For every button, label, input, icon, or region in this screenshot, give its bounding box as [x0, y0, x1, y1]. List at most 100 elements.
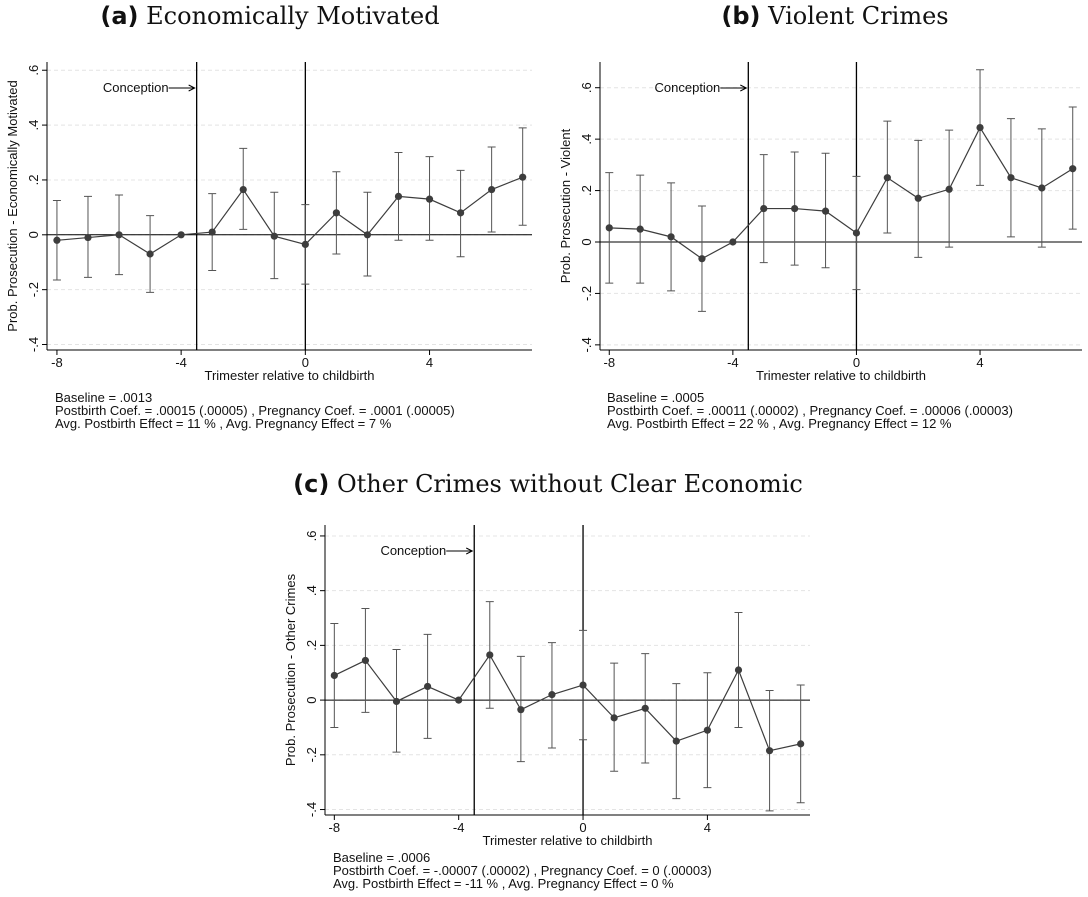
point [976, 123, 984, 132]
point [852, 229, 861, 237]
y-tick-label: 0 [579, 238, 594, 245]
series-line [609, 126, 1074, 260]
point [330, 671, 338, 680]
point [177, 231, 185, 239]
point [1038, 184, 1046, 192]
y-tick-label: -.4 [26, 337, 41, 352]
title-text: Violent Crimes [767, 2, 948, 30]
point [760, 204, 768, 213]
panel-label: (c) [293, 470, 329, 498]
point [914, 194, 922, 202]
point [270, 232, 278, 240]
point [605, 224, 613, 232]
point [425, 195, 434, 203]
y-tick-label: 0 [26, 231, 41, 238]
point [667, 233, 675, 241]
point [703, 726, 712, 734]
point [517, 706, 525, 714]
point [146, 250, 154, 258]
point [821, 207, 830, 215]
y-tick-label: .4 [26, 120, 41, 131]
point [672, 737, 680, 745]
y-axis-label: Prob. Prosecution - Violent [558, 128, 573, 283]
y-tick-label: -.2 [26, 282, 41, 297]
note: Avg. Postbirth Effect = -11 % , Avg. Pre… [333, 876, 674, 891]
x-tick-label: -8 [51, 355, 63, 370]
x-tick-label: 4 [976, 355, 983, 370]
point [486, 651, 494, 659]
point [115, 231, 123, 239]
x-tick-label: -4 [727, 355, 739, 370]
y-tick-label: -.2 [579, 286, 594, 301]
y-tick-label: .2 [304, 640, 319, 651]
point [361, 656, 370, 665]
point [456, 209, 465, 217]
x-tick-label: -8 [329, 820, 341, 835]
point [791, 204, 799, 213]
x-tick-label: 4 [426, 355, 433, 370]
series-line [56, 176, 523, 255]
x-tick-label: 0 [579, 820, 586, 835]
y-axis-label: Prob. Prosecution - Economically Motivat… [5, 80, 20, 331]
point [208, 228, 216, 236]
x-tick-label: -4 [453, 820, 465, 835]
point [1007, 174, 1015, 182]
x-axis-label: Trimester relative to childbirth [482, 833, 652, 848]
annotation-arrow [720, 84, 748, 92]
panel-label: (a) [100, 2, 138, 30]
title-text: Other Crimes without Clear Economic [337, 470, 803, 498]
point [392, 697, 401, 706]
point [363, 231, 372, 239]
title-text: Economically Motivated [146, 2, 439, 30]
y-tick-label: .4 [579, 134, 594, 145]
y-tick-label: -.4 [304, 802, 319, 817]
point [519, 173, 527, 181]
panel-label: (b) [721, 2, 760, 30]
point [765, 747, 774, 755]
annotation-arrow [168, 84, 196, 92]
note: Postbirth Coef. = -.00007 (.00002) , Pre… [333, 863, 712, 878]
panel-title: (a) Economically Motivated [100, 2, 439, 30]
point [488, 185, 496, 194]
y-tick-label: .6 [26, 65, 41, 76]
note: Postbirth Coef. = .00011 (.00002) , Preg… [607, 403, 1013, 418]
panel-title: (b) Violent Crimes [721, 2, 948, 30]
point [579, 681, 587, 689]
point [610, 714, 618, 722]
series-line [334, 653, 801, 752]
y-tick-label: -.4 [579, 337, 594, 352]
point [641, 704, 649, 712]
note: Avg. Postbirth Effect = 11 % , Avg. Preg… [55, 416, 392, 431]
note: Postbirth Coef. = .00015 (.00005) , Preg… [55, 403, 455, 418]
point [84, 233, 92, 242]
y-tick-label: .4 [304, 585, 319, 596]
point [734, 666, 743, 674]
y-tick-label: 0 [304, 696, 319, 703]
x-tick-label: 0 [302, 355, 309, 370]
point [394, 192, 403, 200]
panel-title: (c) Other Crimes without Clear Economic [293, 470, 803, 498]
point [53, 236, 61, 244]
point [301, 240, 309, 248]
x-axis-label: Trimester relative to childbirth [756, 368, 926, 383]
x-tick-label: 0 [853, 355, 860, 370]
point [883, 174, 891, 182]
point [423, 682, 432, 691]
point [945, 185, 953, 193]
point [636, 225, 644, 233]
y-tick-label: .2 [26, 175, 41, 186]
y-axis-label: Prob. Prosecution - Other Crimes [283, 573, 298, 766]
y-tick-label: -.2 [304, 747, 319, 762]
point [729, 238, 737, 246]
point [548, 691, 556, 699]
y-tick-label: .6 [579, 82, 594, 93]
annotation: Conception [655, 80, 721, 95]
point [455, 696, 463, 704]
note: Baseline = .0005 [607, 390, 704, 405]
point [1069, 165, 1077, 173]
x-tick-label: -8 [603, 355, 615, 370]
point [698, 255, 706, 263]
point [797, 740, 805, 748]
x-tick-label: 4 [704, 820, 711, 835]
